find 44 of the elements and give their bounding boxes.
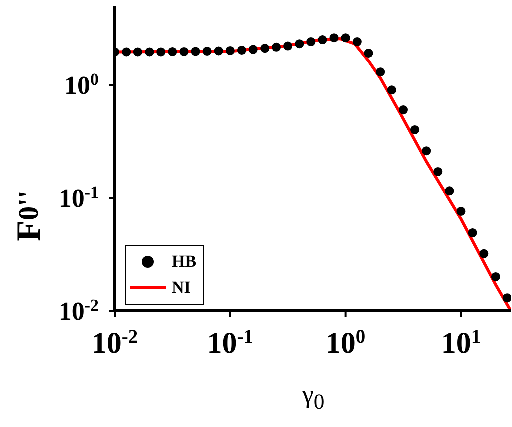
x-tick-label: 10$^{-2}$ xyxy=(92,326,138,360)
point xyxy=(456,206,466,216)
y-tick-label: 10$^{-2}$ xyxy=(58,296,99,326)
point xyxy=(122,48,132,57)
point xyxy=(341,34,350,43)
point xyxy=(491,272,500,282)
point xyxy=(248,45,258,54)
x-axis-title: γ$_{0}$ xyxy=(301,380,326,416)
x-tick-label: 10$^{0}$ xyxy=(326,326,366,360)
point xyxy=(480,249,489,258)
y-tick-label: 10$^{0}$ xyxy=(64,69,99,100)
point xyxy=(422,146,432,156)
point xyxy=(226,46,235,56)
legend-label: HB xyxy=(172,252,197,272)
point xyxy=(398,106,408,115)
point xyxy=(202,46,212,56)
point xyxy=(364,48,374,58)
point xyxy=(145,48,154,57)
point xyxy=(352,38,362,47)
point xyxy=(502,294,511,303)
point xyxy=(214,46,224,56)
point xyxy=(133,48,142,57)
point xyxy=(376,68,386,77)
x-tick-label: 10$^{1}$ xyxy=(441,326,482,360)
point xyxy=(284,42,293,51)
y-tick-label: 10$^{-1}$ xyxy=(58,182,99,213)
point xyxy=(387,86,396,95)
point xyxy=(260,44,270,54)
point xyxy=(434,167,443,176)
point xyxy=(410,125,420,134)
point xyxy=(295,40,304,49)
point xyxy=(272,42,282,52)
point xyxy=(180,47,189,56)
point xyxy=(191,47,200,56)
point xyxy=(468,228,478,238)
x-tick-label: 10$^{-1}$ xyxy=(207,326,254,360)
point xyxy=(445,186,454,196)
point xyxy=(318,36,328,45)
legend-label: NI xyxy=(172,278,191,298)
point xyxy=(306,38,316,47)
point xyxy=(330,34,339,43)
point xyxy=(237,46,247,55)
point xyxy=(156,48,166,57)
point xyxy=(168,47,178,56)
